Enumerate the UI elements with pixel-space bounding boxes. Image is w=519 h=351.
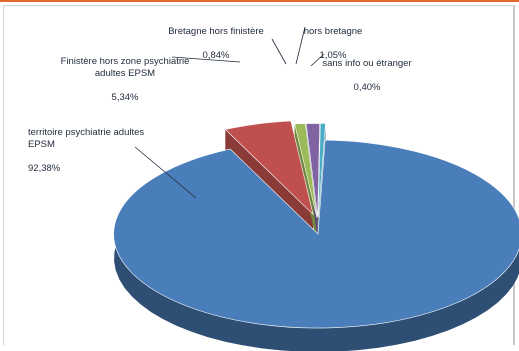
chart-area (3, 5, 515, 345)
label-sans-info-name: sans info ou étranger (322, 58, 412, 69)
slice-top-0 (113, 139, 519, 329)
label-hors-bretagne-value: 1,05% (319, 50, 347, 61)
label-territoire-name: territoire psychiatrie adultes EPSM (28, 127, 145, 150)
leader-line-1 (171, 56, 241, 63)
leader-line-2 (271, 38, 287, 65)
label-finistere: Finistère hors zone psychiatrie adultes … (60, 44, 190, 116)
slice-top-3 (305, 123, 321, 218)
label-sans-info-value: 0,40% (353, 82, 381, 93)
slice-top-4 (318, 123, 326, 218)
label-bretagne-value: 0,84% (202, 50, 230, 61)
label-sans-info: sans info ou étranger 0,40% (306, 46, 428, 106)
slice-top-2 (294, 123, 318, 218)
label-hors-bretagne-name: hors bretagne (303, 26, 363, 37)
label-hors-bretagne: hors bretagne 1,05% (296, 14, 370, 74)
label-finistere-value: 5,34% (111, 92, 139, 103)
slice-top-1 (224, 120, 314, 216)
leader-line-3 (295, 26, 306, 65)
label-territoire-value: 92,38% (28, 163, 61, 174)
label-territoire: territoire psychiatrie adultes EPSM 92,3… (28, 115, 148, 187)
label-bretagne-name: Bretagne hors finistère (168, 26, 264, 37)
leader-line-4 (310, 53, 325, 67)
label-bretagne: Bretagne hors finistère 0,84% (160, 14, 272, 74)
label-finistere-name: Finistère hors zone psychiatrie adultes … (60, 56, 190, 79)
leader-line-0 (134, 146, 197, 199)
